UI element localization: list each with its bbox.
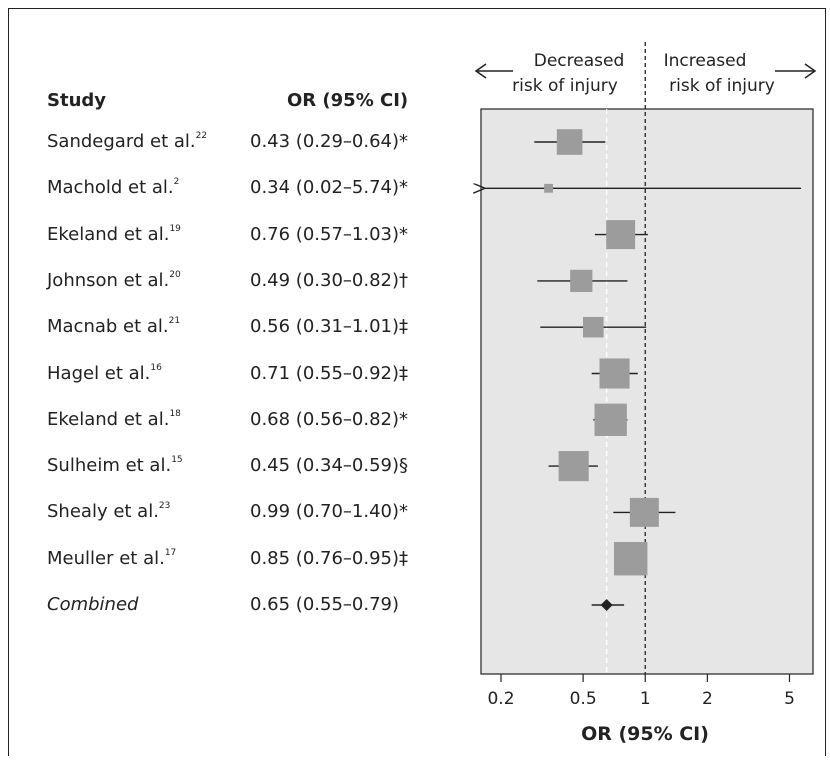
x-axis-title: OR (95% CI) (581, 723, 709, 745)
x-tick-label: 0.5 (570, 689, 597, 709)
study-or-value: 0.85 (0.76–0.95)‡ (250, 547, 409, 569)
study-mark (613, 497, 676, 527)
combined-mark (591, 599, 625, 611)
figure-frame (8, 8, 826, 756)
study-or-value: 0.71 (0.55–0.92)‡ (250, 362, 409, 384)
study-or-value: 0.45 (0.34–0.59)§ (250, 455, 409, 477)
study-or-value: 0.43 (0.29–0.64)* (250, 131, 409, 152)
study-name: Machold et al.2 (47, 177, 180, 199)
study-name: Ekeland et al.19 (47, 223, 181, 245)
left-arrowhead-icon (474, 63, 487, 79)
combined-diamond (600, 599, 613, 611)
point-estimate-box (629, 497, 659, 527)
right-arrowhead-icon (804, 63, 817, 79)
point-estimate-box (613, 541, 648, 576)
x-tick-label: 2 (702, 689, 713, 709)
study-marks (484, 129, 801, 611)
combined-label: Combined (47, 594, 139, 615)
study-or-value: 0.76 (0.57–1.03)* (250, 223, 409, 245)
study-mark (613, 541, 648, 576)
point-estimate-box (582, 316, 604, 338)
study-mark (540, 316, 647, 338)
decreased-line2: risk of injury (512, 76, 618, 96)
increased-risk-annotation: Increased risk of injury (664, 51, 817, 96)
point-estimate-box (556, 129, 583, 155)
study-or-value: 0.68 (0.56–0.82)* (250, 408, 409, 430)
plot-panel (480, 108, 814, 675)
point-estimate-box (594, 403, 627, 436)
study-name: Shealy et al.23 (47, 501, 171, 523)
or-column-header: OR (95% CI) (287, 90, 409, 111)
study-mark (594, 220, 648, 250)
point-estimate-box (599, 358, 630, 389)
x-axis: 0.2 0.5 1 2 5 (487, 674, 795, 709)
study-mark (591, 358, 638, 389)
decreased-line1: Decreased (534, 51, 625, 71)
x-tick-label: 5 (784, 689, 795, 709)
study-or-value: 0.49 (0.30–0.82)† (250, 269, 409, 291)
point-estimate-box (558, 451, 589, 482)
study-mark (593, 403, 628, 436)
decreased-risk-annotation: Decreased risk of injury (474, 51, 625, 96)
study-name: Meuller et al.17 (47, 547, 177, 569)
point-estimate-box (570, 269, 593, 293)
study-mark (534, 129, 606, 155)
study-mark (537, 269, 628, 293)
study-name: Sandegard et al.22 (47, 131, 208, 152)
point-estimate-box (606, 220, 636, 250)
study-name: Hagel et al.16 (47, 362, 162, 384)
increased-line2: risk of injury (669, 76, 775, 96)
study-column-header: Study (47, 90, 107, 111)
study-name: Johnson et al.20 (47, 269, 181, 291)
study-name: Sulheim et al.15 (47, 455, 183, 477)
study-or-value: 0.56 (0.31–1.01)‡ (250, 316, 409, 338)
increased-line1: Increased (664, 51, 747, 71)
combined-or-value: 0.65 (0.55–0.79) (250, 594, 400, 615)
study-or-value: 0.34 (0.02–5.74)* (250, 177, 409, 199)
point-estimate-box (544, 183, 553, 193)
study-name: Ekeland et al.18 (47, 408, 181, 430)
study-mark (484, 184, 801, 193)
study-mark (548, 451, 598, 482)
study-name: Macnab et al.21 (47, 316, 181, 338)
x-tick-label: 1 (640, 689, 651, 709)
x-tick-label: 0.2 (487, 689, 514, 709)
study-or-value: 0.99 (0.70–1.40)* (250, 501, 409, 523)
